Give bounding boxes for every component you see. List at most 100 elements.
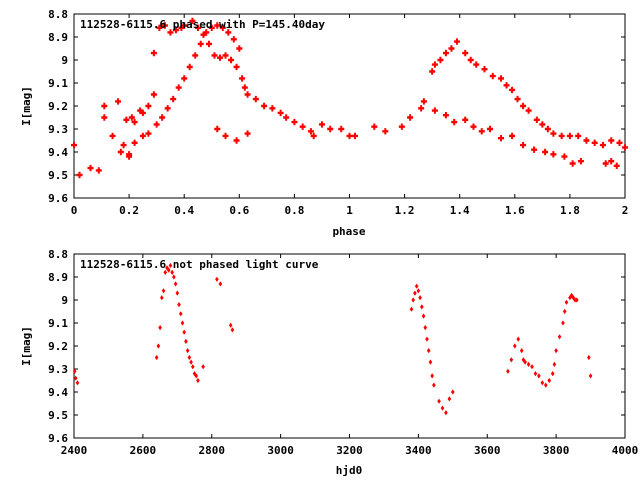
data-point [608,158,615,165]
data-point [191,364,195,370]
x-tick-labels: 0 0.2 0.4 0.6 0.8 1 1.2 1.4 1.6 1.8 2 [71,204,629,217]
data-point [137,107,144,114]
data-point [177,302,181,308]
data-point [453,38,460,45]
data-point [192,371,197,377]
data-point [123,116,130,123]
data-point [165,265,169,271]
y-tick-label: 9.4 [48,146,68,159]
data-point [513,343,517,349]
x-tick-label: 2400 [61,444,88,457]
y-tick-label: 9.1 [48,317,68,330]
data-point [602,160,609,167]
data-point [215,276,219,282]
data-point [558,132,565,140]
data-point [428,359,433,365]
data-point [440,405,445,411]
x-tick-label: 2800 [199,444,226,457]
data-point [186,63,193,71]
data-point [310,132,317,140]
data-point [160,295,164,301]
data-point [509,86,516,94]
data-point [588,373,593,379]
data-point [537,373,541,379]
data-point [587,354,591,361]
data-point [421,313,426,319]
data-point [128,114,135,121]
y-tick-label: 8.8 [48,8,68,21]
y-axis-label: I[mag] [20,326,33,366]
x-tick-label: 0.6 [229,204,249,217]
data-point [540,380,545,386]
data-point [509,357,514,363]
data-point [153,121,160,128]
data-point [218,281,223,287]
x-tick-label: 2 [622,204,629,217]
data-point [178,311,183,317]
data-point [564,299,569,305]
data-point [481,66,488,73]
data-point [182,329,186,335]
data-point [622,144,628,151]
data-point [526,361,531,367]
data-point [525,107,532,114]
data-point [442,49,449,57]
data-point [175,84,182,91]
data-point [509,132,516,140]
y-tick-label: 9.3 [48,363,68,376]
data-point [239,75,246,82]
x-tick-label: 3000 [267,444,294,457]
data-point [533,116,540,123]
data-point [470,123,477,130]
y-axis-label: I[mag] [20,86,33,126]
data-point [101,114,108,121]
data-point [429,68,436,75]
y-tick-label: 9.5 [48,409,68,422]
data-point [170,95,177,103]
y-tick-label: 9 [61,294,68,307]
plot-frame [73,13,626,199]
data-point [150,91,157,98]
y-tick-label: 9.5 [48,169,68,182]
data-point [299,123,306,130]
data-point [214,22,221,29]
chart-title: 112528-6115.6 phased with P=145.40day [80,18,325,31]
data-point [430,373,434,379]
data-point [222,132,229,140]
data-point [200,31,207,38]
data-point [194,24,201,31]
data-point [236,45,243,52]
data-point [616,139,623,146]
data-point [557,334,562,340]
data-point [180,320,185,326]
data-point [261,102,268,110]
data-point [156,24,163,31]
data-point [462,49,469,57]
data-point [219,24,226,31]
data-point [189,359,193,365]
data-point [398,123,405,130]
data-point [208,24,215,31]
x-tick-label: 0.4 [174,204,194,217]
data-point [109,132,116,140]
x-tick-label: 2600 [130,444,157,457]
data-point [503,82,510,89]
data-point [172,26,179,34]
data-point [444,410,448,416]
data-point [172,274,176,280]
data-point [414,283,419,289]
data-point [498,75,505,82]
data-point [519,348,524,354]
data-point [432,382,436,388]
data-point [154,354,159,361]
axis-ticks [73,13,626,199]
data-point [307,128,314,135]
data-point [72,368,77,374]
data-point [431,61,438,68]
data-point [407,114,414,121]
data-point [561,320,565,326]
unphased-light-curve-panel: 2400 2600 2800 3000 3200 3400 3600 3800 4000 8.8… [20,248,638,477]
data-point [571,295,576,301]
x-tick-label: 1.8 [560,204,580,217]
